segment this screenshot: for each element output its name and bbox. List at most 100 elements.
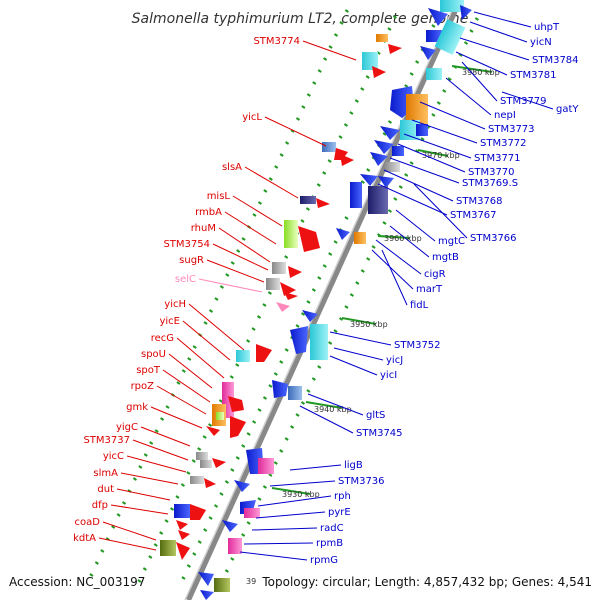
gene-label-stm3769-s[interactable]: STM3769.S <box>462 178 518 189</box>
tick-mark <box>393 197 398 201</box>
gene-label-rpoz[interactable]: rpoZ <box>131 381 155 392</box>
gene-label-stm3754[interactable]: STM3754 <box>163 239 210 250</box>
tick-mark <box>284 348 289 352</box>
tick-mark <box>181 369 186 373</box>
gene-label-yicl[interactable]: yicL <box>242 112 262 123</box>
gene-features-right <box>198 0 472 600</box>
gene-label-stm3774[interactable]: STM3774 <box>253 36 300 47</box>
tick-mark <box>203 528 208 532</box>
tick-mark <box>94 561 99 565</box>
tick-mark <box>224 480 229 484</box>
gene-arrow <box>204 478 216 488</box>
gene-label-yicj[interactable]: yicJ <box>386 355 403 366</box>
gene-label-sugr[interactable]: sugR <box>179 255 204 266</box>
tick-mark <box>273 372 278 376</box>
gene-label-yigc[interactable]: yigC <box>116 422 138 433</box>
tick-mark <box>160 417 165 421</box>
gene-label-pyre[interactable]: pyrE <box>328 507 351 518</box>
tick-mark <box>339 21 344 25</box>
gene-label-mart[interactable]: marT <box>416 284 443 295</box>
tick-mark <box>262 303 267 307</box>
gene-label-dut[interactable]: dut <box>97 484 114 495</box>
gene-label-stm3736[interactable]: STM3736 <box>338 476 385 487</box>
gene-label-yich[interactable]: yicH <box>164 299 186 310</box>
tick-mark <box>246 339 251 343</box>
gene-label-yice[interactable]: yicE <box>159 316 180 327</box>
gene-label-recg[interactable]: recG <box>151 333 174 344</box>
label-leader-line <box>413 183 468 239</box>
tick-mark <box>360 180 365 184</box>
gene-label-stm3771[interactable]: STM3771 <box>474 153 521 164</box>
tick-mark <box>463 41 469 45</box>
gene-label-rph[interactable]: rph <box>334 491 351 502</box>
label-leader-line <box>150 406 203 429</box>
gene-arrow <box>234 480 250 492</box>
gene-label-gaty[interactable]: gatY <box>556 104 579 115</box>
gene-label-yici[interactable]: yicI <box>380 370 397 381</box>
gene-label-stm3772[interactable]: STM3772 <box>480 138 527 149</box>
tick-mark <box>219 492 224 496</box>
tick-mark <box>366 168 371 172</box>
gene-label-stm3770[interactable]: STM3770 <box>468 167 515 178</box>
gene-label-kdta[interactable]: kdtA <box>73 533 96 544</box>
gene-label-spot[interactable]: spoT <box>136 365 161 376</box>
gene-label-slsa[interactable]: slsA <box>222 162 242 173</box>
gene-label-glts[interactable]: gltS <box>366 410 385 421</box>
gene-label-rpmg[interactable]: rpmG <box>310 555 338 566</box>
gene-label-stm3766[interactable]: STM3766 <box>470 233 517 244</box>
label-leader-line <box>140 426 191 447</box>
gene-label-stm3737[interactable]: STM3737 <box>83 435 130 446</box>
gene-label-slma[interactable]: slmA <box>93 468 118 479</box>
tick-mark <box>333 329 338 333</box>
tick-mark <box>274 165 279 169</box>
gene-label-gmk[interactable]: gmk <box>126 402 148 413</box>
label-leader-line <box>162 369 211 403</box>
gene-label-mgtc[interactable]: mgtC <box>438 236 465 247</box>
tick-mark <box>159 531 164 535</box>
label-leader-line <box>198 278 263 293</box>
gene-label-coad[interactable]: coaD <box>75 517 101 528</box>
tick-mark <box>262 485 267 489</box>
tick-mark <box>224 569 229 573</box>
tick-mark <box>316 183 321 187</box>
tick-mark <box>176 381 181 385</box>
tick-mark <box>300 312 306 316</box>
gene-arrow <box>302 310 318 322</box>
gene-label-stm3745[interactable]: STM3745 <box>356 428 403 439</box>
tick-mark <box>213 504 219 508</box>
gene-label-rpmb[interactable]: rpmB <box>316 538 343 549</box>
gene-label-yicn[interactable]: yicN <box>530 37 552 48</box>
label-leader-line <box>371 249 414 290</box>
gene-label-stm3752[interactable]: STM3752 <box>394 340 441 351</box>
tick-mark <box>306 300 311 304</box>
tick-mark <box>169 507 175 511</box>
gene-label-radc[interactable]: radC <box>320 523 344 534</box>
gene-arrow <box>276 302 290 312</box>
gene-label-stm3779[interactable]: STM3779 <box>500 96 547 107</box>
gene-label-spou[interactable]: spoU <box>141 349 166 360</box>
gene-label-misl[interactable]: misL <box>207 191 231 202</box>
gene-label-fidl[interactable]: fidL <box>410 300 429 311</box>
gene-label-stm3784[interactable]: STM3784 <box>532 55 579 66</box>
gene-arrow <box>340 154 354 166</box>
gene-label-uhpt[interactable]: uhpT <box>534 22 560 33</box>
gene-label-rmba[interactable]: rmbA <box>195 207 222 218</box>
tick-mark <box>284 255 289 259</box>
tick-mark <box>252 213 257 217</box>
tick-mark <box>322 264 327 268</box>
gene-label-stm3767[interactable]: STM3767 <box>450 210 497 221</box>
gene-label-mgtb[interactable]: mgtB <box>432 252 459 263</box>
gene-arrow <box>298 226 320 252</box>
gene-label-yicc[interactable]: yicC <box>103 451 124 462</box>
gene-label-stm3768[interactable]: STM3768 <box>456 196 503 207</box>
gene-label-stm3773[interactable]: STM3773 <box>488 124 535 135</box>
gene-label-selc[interactable]: selC <box>175 274 196 285</box>
tick-mark <box>251 327 256 331</box>
gene-label-stm3781[interactable]: STM3781 <box>510 70 557 81</box>
gene-label-rhum[interactable]: rhuM <box>191 223 216 234</box>
gene-label-nepi[interactable]: nepI <box>494 110 516 121</box>
gene-label-cigr[interactable]: cigR <box>424 269 446 280</box>
gene-label-dfp[interactable]: dfp <box>92 500 108 511</box>
label-leader-line <box>381 249 408 306</box>
gene-label-ligb[interactable]: ligB <box>344 460 363 471</box>
